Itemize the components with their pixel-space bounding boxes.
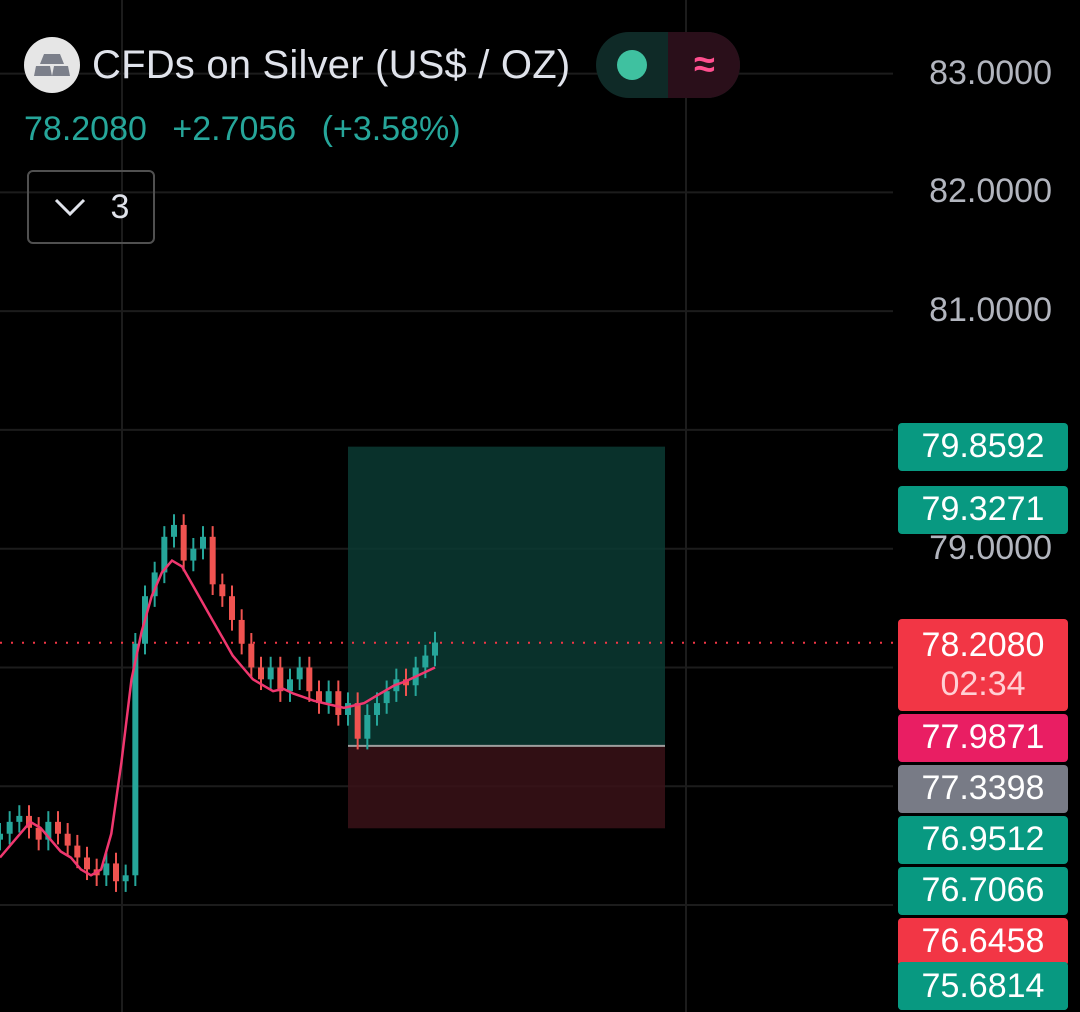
price-badge[interactable]: 76.7066 (898, 866, 1068, 915)
price-change-percent: (+3.58%) (321, 110, 461, 148)
candle[interactable] (306, 667, 313, 692)
candle[interactable] (248, 643, 255, 668)
price-badge[interactable]: 79.8592 (898, 422, 1068, 471)
candle[interactable] (171, 524, 177, 537)
candle[interactable] (151, 572, 158, 597)
candle[interactable] (55, 821, 61, 834)
price-badge[interactable]: 78.2080 02:34 (898, 618, 1068, 711)
candle[interactable] (35, 827, 42, 840)
indicator-count: 3 (110, 187, 130, 226)
silver-bars-icon (24, 37, 80, 93)
price-axis-tick: 82.0000 (929, 172, 1052, 211)
symbol-title[interactable]: CFDs on Silver (US$ / OZ) (92, 42, 571, 87)
candle[interactable] (180, 524, 187, 561)
price-badge[interactable]: 77.9871 (898, 713, 1068, 762)
candle[interactable] (16, 815, 23, 822)
bar-countdown: 02:34 (940, 664, 1026, 703)
candle[interactable] (113, 863, 119, 882)
candle[interactable] (374, 703, 380, 715)
candle[interactable] (364, 714, 371, 739)
candle[interactable] (200, 536, 206, 549)
loss-zone[interactable] (348, 745, 665, 829)
price-badge[interactable]: 77.3398 (898, 764, 1068, 813)
candle[interactable] (267, 667, 274, 680)
approx-equal-icon[interactable]: ≈ (668, 32, 741, 98)
candle[interactable] (432, 642, 438, 656)
candle[interactable] (0, 833, 3, 840)
candle[interactable] (383, 691, 390, 704)
chevron-down-icon (54, 198, 85, 217)
candle[interactable] (84, 857, 90, 870)
price-axis-tick: 83.0000 (929, 53, 1052, 92)
candle[interactable] (74, 845, 81, 858)
candle[interactable] (316, 691, 322, 704)
candle[interactable] (122, 875, 129, 882)
candle[interactable] (103, 863, 110, 876)
candle[interactable] (190, 548, 197, 561)
quote-line: 78.2080 +2.7056 (+3.58%) (24, 110, 477, 149)
candle[interactable] (345, 703, 351, 715)
candle[interactable] (277, 667, 284, 692)
indicators-collapse-button[interactable]: 3 (27, 170, 155, 244)
status-pill[interactable]: ≈ (596, 32, 741, 98)
candle[interactable] (45, 821, 52, 840)
candle[interactable] (354, 703, 361, 739)
candle[interactable] (238, 619, 245, 644)
candle[interactable] (287, 679, 293, 692)
market-status-dot (617, 50, 648, 80)
candle[interactable] (209, 536, 216, 585)
candle[interactable] (6, 821, 13, 834)
candle[interactable] (219, 584, 226, 597)
candle[interactable] (132, 643, 139, 876)
candle[interactable] (258, 667, 264, 680)
price-badge[interactable]: 76.6458 (898, 917, 1068, 966)
candle[interactable] (335, 691, 342, 715)
price-badge[interactable]: 76.9512 (898, 815, 1068, 864)
last-price: 78.2080 (24, 110, 147, 148)
price-axis-tick: 79.0000 (929, 528, 1052, 567)
candle[interactable] (64, 833, 71, 846)
price-badge[interactable]: 75.6814 (898, 962, 1068, 1010)
badge-value: 78.2080 (921, 625, 1045, 664)
chart-header: CFDs on Silver (US$ / OZ) ≈ (24, 32, 741, 98)
candle[interactable] (229, 596, 235, 620)
candle[interactable] (422, 655, 429, 668)
price-axis-tick: 81.0000 (929, 291, 1052, 330)
moving-average-line (0, 558, 436, 877)
candle[interactable] (325, 691, 332, 704)
candle[interactable] (296, 667, 303, 680)
profit-zone[interactable] (348, 446, 665, 746)
price-change: +2.7056 (172, 110, 297, 148)
price-badge[interactable]: 79.3271 (898, 485, 1068, 534)
candle[interactable] (161, 536, 168, 573)
